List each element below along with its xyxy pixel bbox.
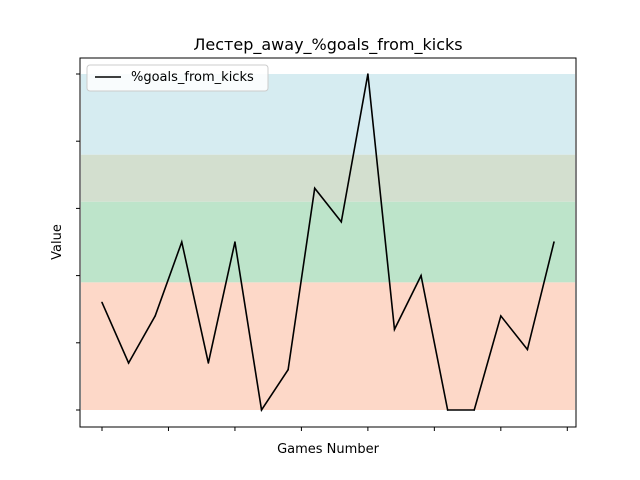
data-point	[526, 348, 529, 351]
y-axis-label: Value	[50, 224, 65, 260]
data-point	[101, 301, 103, 304]
x-axis-label: Games Number	[277, 442, 379, 457]
series-layer	[101, 73, 555, 413]
data-point	[473, 409, 476, 411]
data-point	[127, 362, 130, 364]
data-point	[367, 73, 369, 75]
data-point	[340, 221, 343, 223]
data-point	[313, 187, 316, 190]
data-point	[180, 241, 183, 243]
data-point	[553, 241, 555, 243]
legend-label: %goals_from_kicks	[131, 70, 254, 85]
data-point	[446, 409, 449, 411]
legend: %goals_from_kicks	[86, 64, 269, 92]
data-point	[207, 362, 210, 364]
background-band-3	[81, 154, 575, 202]
axis-ticks	[76, 73, 568, 431]
legend-box	[86, 64, 269, 92]
plot-frame	[79, 57, 577, 428]
background-band-2	[81, 201, 575, 283]
background-band-1	[81, 282, 575, 410]
data-point	[500, 315, 502, 317]
series-line-1	[101, 73, 555, 413]
data-point	[420, 274, 422, 277]
data-point	[154, 315, 156, 317]
chart-title: Лестер_away_%goals_from_kicks	[193, 35, 462, 55]
background-bands	[81, 74, 575, 410]
data-point	[287, 368, 289, 371]
data-point	[393, 328, 396, 331]
data-point	[234, 241, 236, 243]
data-point	[260, 409, 263, 411]
